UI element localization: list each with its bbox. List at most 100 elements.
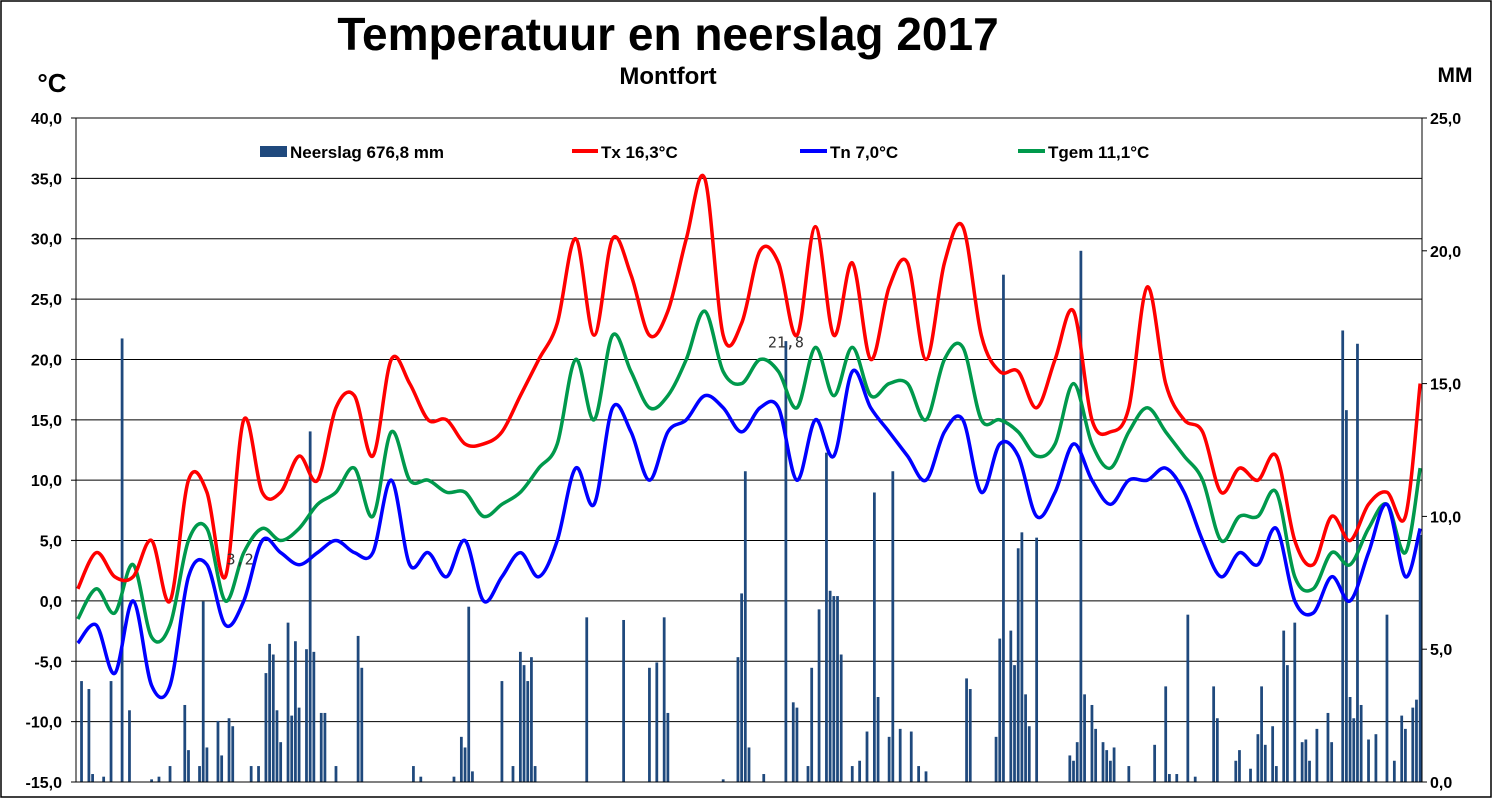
precipitation-bar	[1359, 704, 1363, 782]
precipitation-bar	[452, 776, 456, 782]
precipitation-bar	[1109, 760, 1112, 782]
precipitation-bar	[80, 681, 83, 782]
precipitation-bar	[585, 617, 589, 782]
tn-line	[76, 368, 1422, 700]
precipitation-bar	[839, 654, 843, 782]
data-label: 3,2	[227, 551, 254, 569]
y2-tick-label: 20,0	[1430, 244, 1461, 261]
precipitation-bar	[795, 707, 799, 782]
legend-label-rain: Neerslag 676,8 mm	[290, 143, 444, 162]
precipitation-bar	[319, 712, 323, 782]
precipitation-bar	[533, 766, 537, 782]
precipitation-bar	[1083, 694, 1086, 782]
precipitation-bar	[183, 704, 187, 782]
precipitation-bar	[836, 596, 839, 782]
precipitation-bar	[965, 678, 968, 782]
precipitation-bar	[459, 736, 463, 782]
precipitation-bar	[1186, 614, 1190, 782]
precipitation-bar	[1024, 694, 1027, 782]
precipitation-bar	[850, 766, 854, 782]
y2-tick-label: 25,0	[1430, 111, 1461, 128]
y-tick-label: 15,0	[31, 413, 62, 430]
precipitation-bar	[806, 766, 810, 782]
precipitation-bar	[1009, 630, 1013, 782]
precipitation-bar	[1348, 697, 1352, 782]
precipitation-bar	[1304, 739, 1308, 782]
precipitation-bar	[308, 431, 312, 782]
precipitation-bar	[1212, 686, 1216, 782]
precipitation-bar	[1079, 250, 1083, 783]
precipitation-bar	[1286, 665, 1289, 782]
y-tick-label: 40,0	[31, 111, 62, 128]
precipitation-bar	[297, 707, 301, 782]
precipitation-bar	[518, 651, 522, 782]
precipitation-bar	[876, 697, 880, 782]
precipitation-bar	[1256, 734, 1260, 782]
precipitation-bar	[666, 712, 670, 782]
precipitation-bar	[1411, 707, 1415, 782]
precipitation-bar	[168, 766, 172, 782]
precipitation-bar	[356, 635, 360, 782]
precipitation-bar	[791, 702, 795, 782]
precipitation-bar	[268, 643, 271, 782]
precipitation-bar	[1027, 726, 1031, 782]
precipitation-bar	[264, 673, 268, 782]
precipitation-bar	[872, 492, 876, 782]
data-label: 21,8	[768, 333, 804, 351]
precipitation-bar	[249, 766, 253, 782]
y-tick-label: 35,0	[31, 171, 62, 188]
tgem-line	[76, 309, 1422, 644]
precipitation-bar	[463, 747, 467, 782]
legend-label-tn: Tn 7,0°C	[830, 143, 898, 162]
precipitation-bar	[828, 590, 832, 782]
chart-title: Temperatuur en neerslag 2017	[337, 8, 998, 60]
y-tick-label: 25,0	[31, 292, 62, 309]
precipitation-bar	[286, 622, 290, 782]
precipitation-bar	[1234, 760, 1238, 782]
precipitation-bar	[102, 776, 106, 782]
precipitation-bar	[198, 766, 201, 782]
precipitation-bar	[526, 681, 530, 782]
precipitation-bar	[231, 726, 235, 782]
precipitation-bar	[1175, 774, 1179, 782]
precipitation-bar	[412, 766, 415, 782]
precipitation-bar	[157, 776, 161, 782]
precipitation-bar	[1260, 686, 1263, 782]
precipitation-bar	[865, 731, 869, 782]
precipitation-bar	[1068, 755, 1072, 782]
y-tick-label: -10,0	[26, 715, 63, 732]
precipitation-bar	[305, 649, 308, 782]
annotations: 21,8 3,2	[227, 333, 804, 568]
precipitation-bar	[467, 606, 471, 782]
precipitation-bar	[1415, 699, 1418, 782]
precipitation-bar	[1385, 614, 1389, 782]
precipitation-bar	[648, 667, 651, 782]
precipitation-bar	[924, 771, 928, 782]
precipitation-bar	[887, 736, 891, 782]
precipitation-bar	[120, 338, 124, 782]
precipitation-bar	[898, 728, 902, 782]
precipitation-bar	[917, 766, 921, 782]
legend-label-tx: Tx 16,3°C	[601, 143, 678, 162]
precipitation-bar	[1356, 343, 1359, 782]
precipitation-bar	[1300, 742, 1304, 782]
precipitation-bar	[227, 718, 231, 782]
precipitation-bar	[530, 657, 533, 782]
precipitation-bar	[968, 689, 972, 782]
y-axis-ticks: -15,0 -10,0 -5,0 0,0 5,0 10,0 15,0 20,0 25,0 30,0…	[26, 111, 76, 792]
precipitation-bar	[87, 689, 91, 782]
precipitation-bar	[1215, 718, 1219, 782]
precipitation-bar	[290, 715, 294, 782]
precipitation-bar	[150, 779, 153, 782]
precipitation-bar	[1404, 728, 1407, 782]
precipitation-bar	[891, 471, 895, 782]
precipitation-bar	[1168, 774, 1171, 782]
precipitation-bar	[622, 619, 626, 782]
precipitation-bar	[1352, 718, 1356, 782]
precipitation-bar	[825, 452, 828, 782]
precipitation-bar	[1105, 750, 1109, 782]
y2-tick-label: 5,0	[1430, 642, 1452, 659]
precipitation-bar	[1153, 744, 1157, 782]
precipitation-bar	[784, 341, 788, 782]
